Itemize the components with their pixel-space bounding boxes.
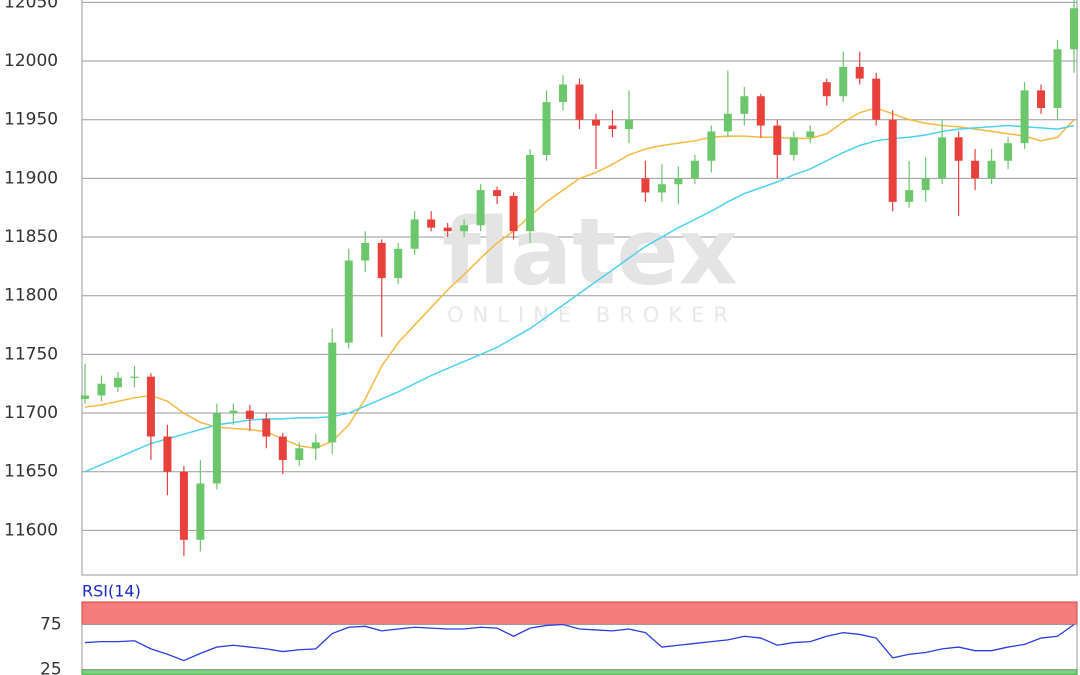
candle-body <box>229 410 238 414</box>
y-tick-label: 75 <box>40 615 62 635</box>
candle-body <box>262 418 271 437</box>
candle-body <box>542 102 551 155</box>
candle-body <box>526 154 535 232</box>
candle-body <box>443 227 452 232</box>
candle-body <box>410 219 419 249</box>
candle-body <box>723 113 732 132</box>
candle-body <box>146 376 155 437</box>
candle-body <box>641 178 650 193</box>
candle-body <box>394 248 403 279</box>
candle-body <box>707 131 716 161</box>
candle-body <box>113 377 122 388</box>
watermark-tagline: ONLINE BROKER <box>447 303 737 327</box>
y-tick-label: 11850 <box>4 227 58 247</box>
rsi-line <box>84 623 1075 662</box>
y-tick-label: 11900 <box>4 168 58 188</box>
y-tick-label: 11950 <box>4 110 58 130</box>
candle-body <box>971 160 980 179</box>
candle-body <box>1037 90 1046 108</box>
candle-body <box>987 160 996 179</box>
candle-body <box>773 125 782 155</box>
candle-body <box>888 119 897 202</box>
candle-body <box>756 96 765 126</box>
y-tick-label: 11600 <box>4 520 58 540</box>
candle-body <box>690 160 699 179</box>
candle-body <box>179 471 188 540</box>
candle-body <box>938 137 947 179</box>
candle-body <box>624 119 633 130</box>
candle-body <box>1020 90 1029 144</box>
candle-body <box>245 410 254 419</box>
candle-body <box>872 78 881 120</box>
candle-body <box>1070 8 1078 50</box>
y-tick-label: 25 <box>40 660 62 675</box>
candle-body <box>493 190 502 196</box>
candle-body <box>81 395 89 399</box>
candle-body <box>377 242 386 279</box>
candle-body <box>427 219 436 228</box>
candle-body <box>855 66 864 79</box>
candle-body <box>674 178 683 185</box>
candle-body <box>509 195 518 232</box>
candle-body <box>608 125 617 130</box>
watermark-brand: flatex <box>442 198 738 305</box>
candle-body <box>295 448 304 460</box>
candle-body <box>591 119 600 126</box>
candle-body <box>789 137 798 155</box>
y-tick-label: 11750 <box>4 344 58 364</box>
candle-body <box>1004 143 1013 161</box>
candle-body <box>575 84 584 120</box>
overbought-zone <box>81 601 1078 626</box>
candle-body <box>1053 49 1062 108</box>
candle-body <box>822 82 831 97</box>
candle-body <box>740 96 749 114</box>
candle-body <box>476 190 485 226</box>
oversold-zone <box>81 669 1078 675</box>
candle-body <box>839 66 848 97</box>
candle-body <box>559 84 568 103</box>
candle-body <box>97 383 106 396</box>
candle-body <box>328 342 337 443</box>
candle-body <box>278 436 287 460</box>
candle-body <box>163 436 172 472</box>
candle-body <box>130 376 139 378</box>
candle-body <box>954 137 963 161</box>
y-tick-label: 11650 <box>4 462 58 482</box>
rsi-title: RSI(14) <box>82 582 141 601</box>
candle-body <box>212 413 221 484</box>
candle-body <box>657 184 666 193</box>
candle-body <box>344 260 353 343</box>
candle-body <box>806 131 815 138</box>
y-tick-label: 11800 <box>4 286 58 306</box>
candle-body <box>905 190 914 202</box>
y-tick-label: 12000 <box>4 51 58 71</box>
y-tick-label: 12050 <box>4 0 58 12</box>
candle-body <box>921 178 930 191</box>
candle-body <box>460 225 469 232</box>
candle-body <box>311 442 320 449</box>
candle-body <box>361 242 370 261</box>
candle-body <box>196 483 205 540</box>
y-tick-label: 11700 <box>4 403 58 423</box>
